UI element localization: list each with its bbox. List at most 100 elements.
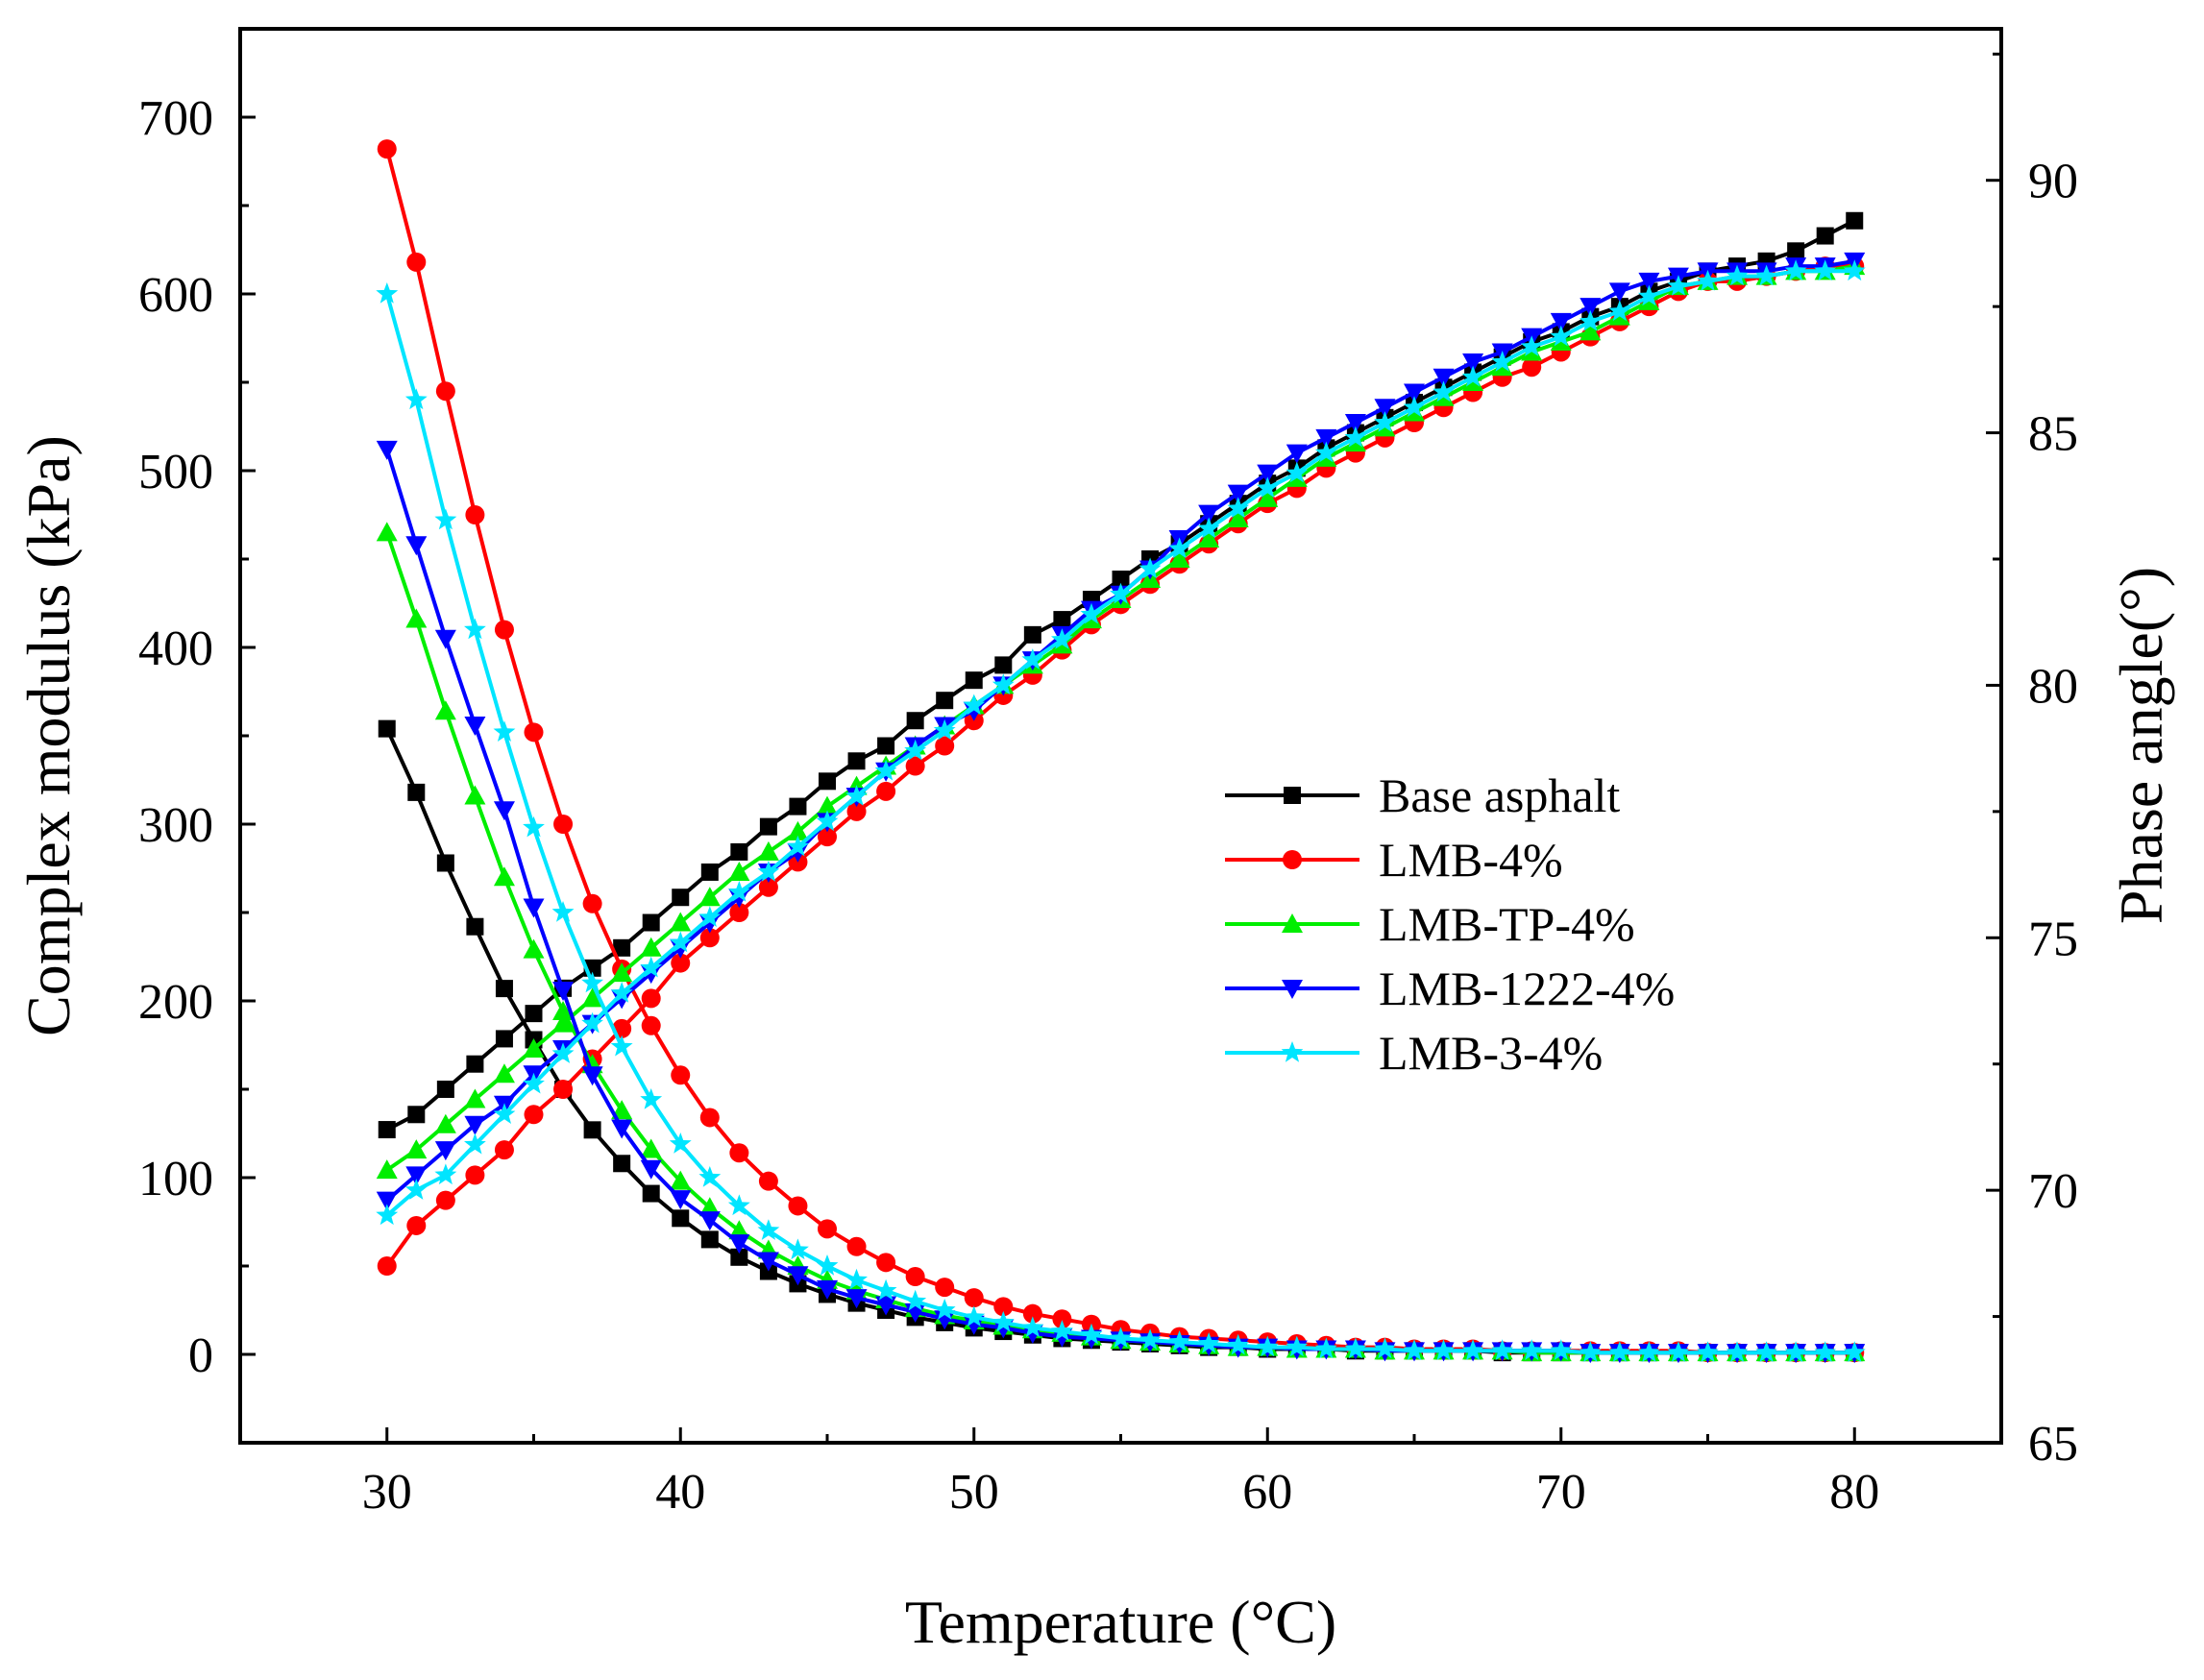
phase-point (376, 1159, 398, 1180)
phase-point (407, 1106, 426, 1124)
phase-point (1197, 517, 1220, 539)
modulus-point (1286, 1335, 1309, 1357)
modulus-point (1638, 1341, 1660, 1362)
phase-point (727, 881, 750, 902)
phase-point (698, 913, 721, 934)
y2-tick-label: 80 (2028, 659, 2078, 714)
phase-point (464, 1115, 486, 1135)
phase-point (905, 756, 925, 776)
phase-point (640, 964, 662, 985)
phase-point (819, 772, 836, 791)
modulus-point (1579, 1341, 1602, 1362)
modulus-point (464, 618, 486, 640)
modulus-point (406, 252, 427, 272)
modulus-point (434, 629, 456, 649)
modulus-point (464, 716, 486, 736)
phase-line (385, 269, 1855, 1217)
phase-point (846, 801, 867, 821)
legend-marker (1282, 913, 1303, 933)
phase-point (1110, 582, 1132, 604)
phase-point (611, 989, 633, 1010)
phase-point (640, 956, 663, 978)
modulus-point (376, 282, 399, 304)
x-tick-label: 70 (1536, 1465, 1586, 1520)
phase-point (1816, 227, 1834, 245)
modulus-point (1433, 1339, 1455, 1360)
phase-line (385, 264, 1855, 1172)
phase-point (465, 1165, 485, 1185)
phase-point (434, 1113, 456, 1133)
phase-point (377, 1256, 397, 1276)
modulus-point (613, 1155, 631, 1173)
phase-point (1550, 312, 1572, 332)
phase-point (876, 781, 896, 801)
modulus-point (376, 440, 398, 460)
phase-point (525, 1005, 543, 1023)
phase-point (1021, 648, 1044, 670)
modulus-point (583, 1121, 601, 1139)
modulus-point (818, 1219, 837, 1239)
legend-entry: LMB-4% (1225, 833, 1563, 887)
modulus-point (759, 1262, 777, 1280)
phase-line (385, 258, 1855, 1203)
phase-point (581, 987, 603, 1008)
legend-label: Base asphalt (1379, 768, 1620, 822)
modulus-point (963, 1305, 986, 1327)
x-tick-label: 50 (949, 1465, 999, 1520)
y2-tick-label: 90 (2028, 155, 2078, 209)
modulus-point (1667, 1341, 1690, 1362)
phase-point (495, 1030, 513, 1048)
modulus-point (757, 1252, 779, 1272)
modulus-point (466, 917, 484, 936)
modulus-point (611, 1119, 633, 1139)
modulus-point (1052, 1309, 1072, 1329)
modulus-point (553, 815, 574, 834)
modulus-point (1461, 1339, 1484, 1360)
phase-point (845, 785, 868, 806)
phase-point (434, 1163, 457, 1185)
y-tick-label: 0 (188, 1328, 213, 1383)
phase-point (1846, 211, 1864, 230)
modulus-point (846, 1236, 867, 1256)
phase-point (1286, 461, 1309, 483)
modulus-point (642, 1184, 660, 1203)
phase-point (1784, 259, 1807, 281)
series-layer (376, 139, 1866, 1364)
modulus-point (904, 1289, 927, 1311)
phase-point (963, 701, 985, 721)
phase-point (936, 692, 954, 710)
y2-tick-label: 65 (2028, 1417, 2078, 1472)
phase-point (613, 938, 631, 957)
x-tick-label: 60 (1242, 1465, 1292, 1520)
modulus-point (1256, 1335, 1279, 1357)
modulus-line (384, 148, 1855, 1355)
modulus-point (405, 608, 428, 628)
phase-point (1051, 628, 1073, 649)
legend-label: LMB-TP-4% (1379, 897, 1635, 951)
modulus-point (699, 1108, 720, 1128)
y-tick-label: 300 (138, 798, 213, 853)
modulus-point (611, 1100, 633, 1120)
phase-point (553, 1080, 574, 1099)
modulus-point (700, 1230, 719, 1249)
modulus-point (1021, 1316, 1044, 1338)
phase-point (789, 797, 807, 816)
phase-point (729, 903, 749, 922)
y-tick-label: 600 (138, 268, 213, 323)
modulus-point (524, 722, 544, 743)
y2-tick-label: 75 (2028, 912, 2078, 966)
modulus-point (672, 1209, 690, 1228)
phase-point (1257, 464, 1279, 484)
modulus-point (464, 785, 486, 805)
modulus-point (641, 1015, 661, 1035)
phase-point (728, 861, 750, 881)
series-group (376, 256, 1866, 1362)
phase-point (1198, 527, 1220, 548)
phase-point (494, 1140, 514, 1160)
phase-point (1550, 325, 1573, 347)
modulus-point (845, 1289, 868, 1309)
y-tick-label: 200 (138, 975, 213, 1030)
modulus-point (1080, 1323, 1103, 1345)
phase-point (1344, 414, 1366, 434)
modulus-point (729, 1143, 749, 1163)
